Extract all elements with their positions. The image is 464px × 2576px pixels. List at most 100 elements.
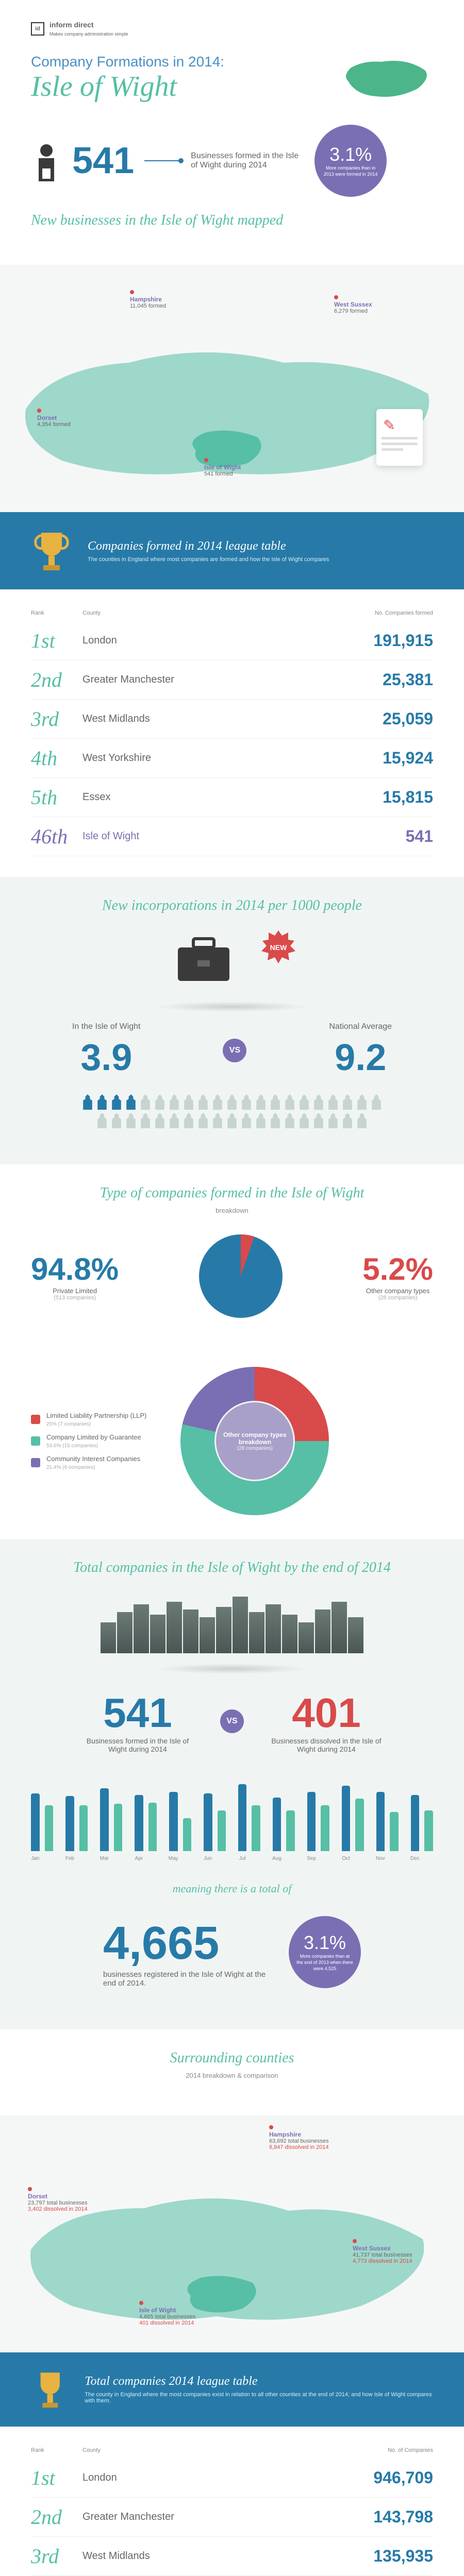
col-rank: Rank [31,610,82,616]
vs-badge: VS [220,1709,244,1733]
silhouette [134,1604,149,1653]
person-icon [241,1094,252,1110]
league-county: London [82,635,340,647]
month-label: Aug [272,1856,281,1861]
person-icon [255,1094,267,1110]
legend-item: Company Limited by Guarantee53.6% (15 co… [31,1433,146,1449]
dissolved-bar [390,1812,399,1851]
dissolved-bar [148,1803,157,1851]
person-icon [96,1113,108,1128]
formed-bar: Nov [376,1792,385,1851]
brand-logo: id inform direct Makes company administra… [31,21,433,37]
types-right-pct: 5.2% [362,1251,433,1287]
headline-number: 541 [72,140,134,182]
legend-label: Company Limited by Guarantee53.6% (15 co… [46,1433,141,1449]
dissolved-label: Businesses dissolved in the Isle of Wigh… [270,1737,383,1753]
league-county: West Midlands [82,713,340,725]
silhouette [150,1615,165,1653]
person-icon [154,1094,165,1110]
people-icons-grid [77,1094,387,1128]
person-icon [313,1094,324,1110]
silhouette [216,1607,231,1653]
league-row: 5thEssex15,815 [31,778,433,817]
brand-tagline: Makes company administration simple [49,31,128,37]
month-label: Mar [100,1856,109,1861]
league1-table: RankCountyNo. Companies formed 1stLondon… [0,589,464,877]
person-icon [241,1113,252,1128]
league-rank: 1st [31,629,82,653]
league-county: Greater Manchester [82,2511,340,2523]
league-county: West Midlands [82,2550,340,2562]
person-icon [82,1094,93,1110]
person-icon [96,1094,108,1110]
dissolved-bar [321,1805,329,1851]
region-silhouette [340,53,433,104]
league-row: 2ndGreater Manchester25,381 [31,660,433,700]
person-icon [356,1113,368,1128]
silhouette [249,1612,264,1653]
person-icon [226,1094,238,1110]
dissolved-bar [114,1804,123,1851]
formed-bar: Sep [307,1792,316,1851]
person-icon [212,1094,223,1110]
person-icon [356,1094,368,1110]
league-value: 191,915 [340,631,433,650]
silhouette [167,1602,182,1653]
league2-header: Total companies 2014 league table The co… [0,2352,464,2427]
league-row: 3rdWest Midlands25,059 [31,700,433,739]
person-icon [154,1113,165,1128]
league-county: London [82,2472,340,2484]
trophy-icon [31,528,72,574]
league-county: West Yorkshire [82,752,340,764]
surrounding-map: Dorset23,797 total businesses3,402 disso… [0,2115,464,2352]
types-donut-chart: Other company types breakdown (28 compan… [177,1364,332,1518]
formed-bar: Jul [238,1784,247,1851]
league-rank: 5th [31,785,82,809]
person-icon [342,1094,353,1110]
brand-name: inform direct [49,21,94,29]
person-icon [327,1094,339,1110]
person-icon [270,1113,281,1128]
silhouette [233,1597,248,1653]
dissolved-bar [183,1818,192,1851]
shadow-divider [155,1664,309,1674]
person-icon [299,1094,310,1110]
person-icon [169,1113,180,1128]
logo-mark: id [31,22,44,36]
legend-label: Community Interest Companies21.4% (6 com… [46,1455,140,1470]
month-label: Dec [410,1856,420,1861]
league-rank: 2nd [31,2505,82,2529]
league-rank: 4th [31,746,82,770]
col-value: No. Companies formed [340,610,433,616]
formations-map: ✎ Dorset4,354 formed Hampshire11,045 for… [0,265,464,512]
month-label: Sep [307,1856,316,1861]
league-value: 15,924 [340,749,433,768]
legend-item: Community Interest Companies21.4% (6 com… [31,1455,146,1470]
dissolved-bar [79,1805,88,1851]
league2-table: RankCountyNo. of Companies 1stLondon946,… [0,2427,464,2576]
formed-bar: Mar [100,1788,109,1851]
person-icon [226,1113,238,1128]
map-pin: Isle of Wight541 formed [204,457,241,477]
incorp-right-value: 9.2 [329,1037,392,1079]
silhouette [200,1617,215,1653]
league-row: 2ndGreater Manchester143,798 [31,2498,433,2537]
totals-title: Total companies in the Isle of Wight by … [31,1560,433,1576]
total-growth-circle: 3.1% More companies than at the end of 2… [289,1916,361,1988]
league2-subtitle: The county in England where the most com… [85,2392,433,2404]
map-pin: Hampshire63,692 total businesses8,847 di… [269,2125,329,2150]
total-businesses-number: 4,665 [103,1917,268,1970]
league-row: 1stLondon191,915 [31,621,433,660]
dissolved-bar [355,1799,364,1851]
person-icon [255,1113,267,1128]
types-right-count: (28 companies) [362,1295,433,1301]
silhouette [266,1604,281,1653]
dissolved-bar [45,1805,54,1851]
league-row: 46thIsle of Wight541 [31,817,433,856]
types-left-count: (513 companies) [31,1295,119,1301]
shadow-divider [155,1002,309,1012]
legend-item: Limited Liability Partnership (LLP)25% (… [31,1412,146,1427]
person-icon [371,1094,382,1110]
month-label: Jul [239,1856,246,1861]
month-label: Nov [376,1856,385,1861]
